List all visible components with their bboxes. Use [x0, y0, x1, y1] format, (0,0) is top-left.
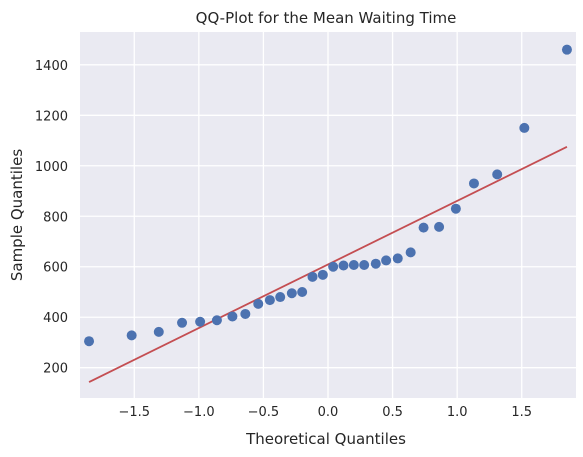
- tick-labels: −1.5 −1.0 −0.5 0.0 0.5 1.0 1.5 200 400 600 800 1000…: [35, 59, 532, 420]
- y-tick-label: 800: [43, 210, 68, 225]
- sample-point: [286, 288, 297, 299]
- reference-line-layer: [88, 146, 568, 383]
- sample-point: [561, 44, 572, 55]
- sample-point: [253, 298, 264, 309]
- grid-lines: [80, 32, 576, 398]
- sample-point: [211, 315, 222, 326]
- sample-point: [492, 169, 503, 180]
- sample-point: [370, 258, 381, 269]
- y-tick-label: 1400: [35, 59, 68, 74]
- sample-point: [450, 203, 461, 214]
- sample-point: [126, 330, 137, 341]
- x-tick-label: 1.0: [447, 405, 468, 420]
- y-axis-label: Sample Quantiles: [8, 149, 26, 281]
- sample-point: [405, 247, 416, 258]
- sample-point: [338, 260, 349, 271]
- y-tick-label: 600: [43, 261, 68, 276]
- sample-point: [434, 221, 445, 232]
- sample-points: [84, 44, 572, 347]
- x-axis-label: Theoretical Quantiles: [245, 430, 406, 448]
- y-tick-label: 1000: [35, 160, 68, 175]
- sample-point: [519, 122, 530, 133]
- sample-point: [177, 317, 188, 328]
- x-tick-label: 0.5: [382, 405, 403, 420]
- sample-point: [227, 311, 238, 322]
- sample-point: [348, 259, 359, 270]
- reference-line: [88, 146, 568, 383]
- sample-point: [153, 326, 164, 337]
- sample-point: [84, 336, 95, 347]
- y-tick-label: 1200: [35, 109, 68, 124]
- sample-point: [297, 286, 308, 297]
- sample-point: [381, 255, 392, 266]
- sample-point: [307, 271, 318, 282]
- y-tick-label: 200: [43, 362, 68, 377]
- sample-point: [264, 295, 275, 306]
- x-tick-label: 0.0: [318, 405, 339, 420]
- x-tick-label: −0.5: [248, 405, 280, 420]
- sample-point: [317, 269, 328, 280]
- sample-point: [195, 316, 206, 327]
- x-tick-label: 1.5: [511, 405, 532, 420]
- sample-point: [468, 178, 479, 189]
- sample-point: [418, 222, 429, 233]
- y-tick-label: 400: [43, 311, 68, 326]
- sample-point: [240, 308, 251, 319]
- x-tick-label: −1.0: [183, 405, 215, 420]
- x-tick-label: −1.5: [118, 405, 150, 420]
- sample-point: [392, 253, 403, 264]
- chart-title: QQ-Plot for the Mean Waiting Time: [196, 9, 457, 27]
- sample-point: [359, 259, 370, 270]
- sample-point: [328, 261, 339, 272]
- sample-point: [275, 292, 286, 303]
